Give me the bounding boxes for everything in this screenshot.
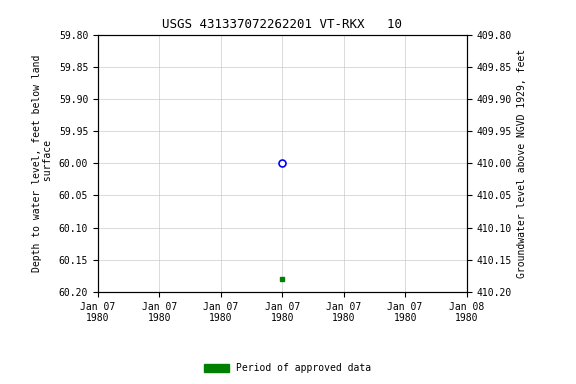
Title: USGS 431337072262201 VT-RKX   10: USGS 431337072262201 VT-RKX 10: [162, 18, 402, 31]
Legend: Period of approved data: Period of approved data: [200, 359, 376, 377]
Y-axis label: Groundwater level above NGVD 1929, feet: Groundwater level above NGVD 1929, feet: [517, 49, 527, 278]
Y-axis label: Depth to water level, feet below land
 surface: Depth to water level, feet below land su…: [32, 55, 53, 272]
